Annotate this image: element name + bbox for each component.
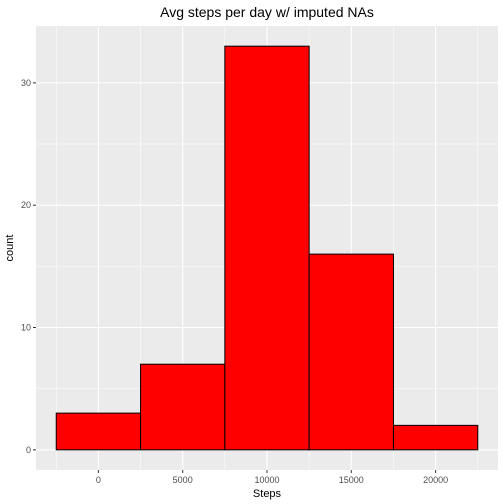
histogram-bars xyxy=(55,45,479,451)
x-tick-label: 20000 xyxy=(423,475,448,485)
y-tick-label: 10 xyxy=(21,323,31,333)
histogram-bar xyxy=(55,412,142,451)
x-axis-title: Steps xyxy=(253,488,282,500)
y-axis-title: count xyxy=(4,235,16,262)
histogram-bar xyxy=(140,363,226,451)
histogram-bar xyxy=(392,424,479,451)
x-tick-label: 5000 xyxy=(173,475,193,485)
chart-title: Avg steps per day w/ imputed NAs xyxy=(160,4,374,20)
histogram-bar xyxy=(224,45,310,451)
x-tick-label: 10000 xyxy=(254,475,279,485)
x-axis-ticks: 0 5000 10000 15000 20000 xyxy=(96,470,448,485)
x-tick-label: 0 xyxy=(96,475,101,485)
y-tick-label: 30 xyxy=(21,78,31,88)
histogram-bar xyxy=(308,253,394,451)
x-tick-label: 15000 xyxy=(339,475,364,485)
y-axis-ticks: 0 10 20 30 xyxy=(21,78,36,455)
y-tick-label: 20 xyxy=(21,200,31,210)
y-tick-label: 0 xyxy=(26,445,31,455)
